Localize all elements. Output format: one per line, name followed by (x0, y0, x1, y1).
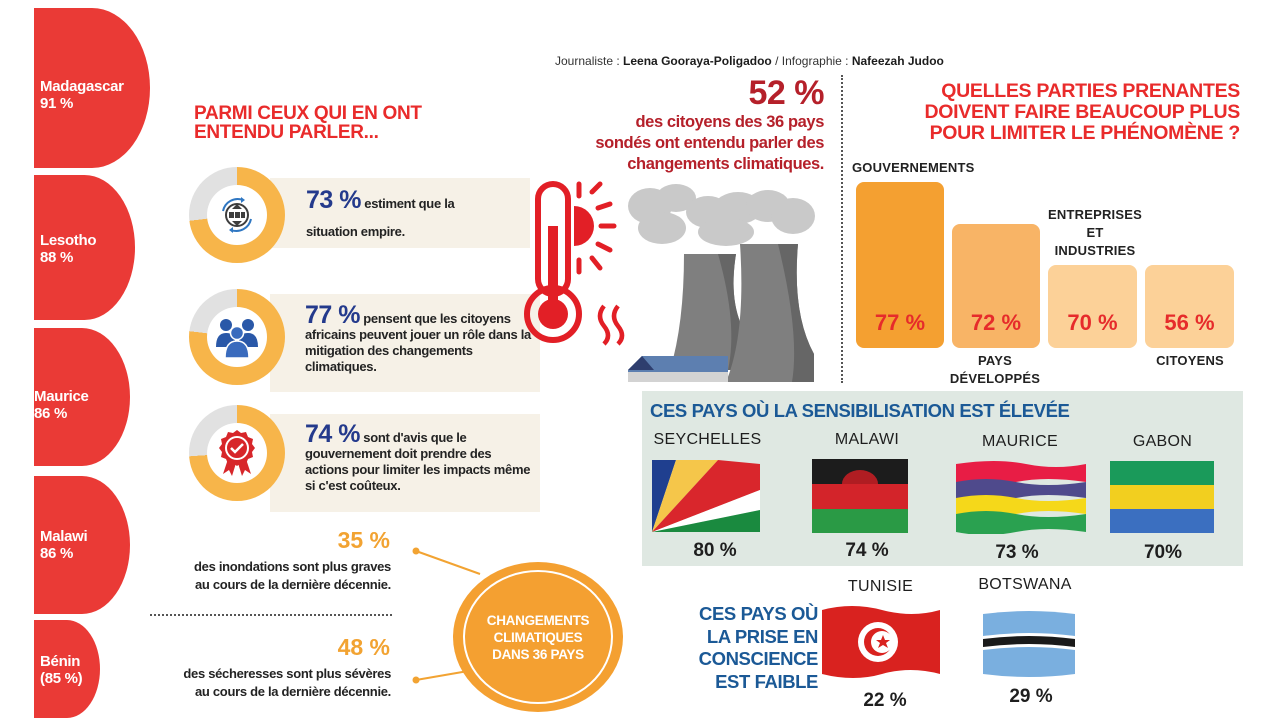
botswana-flag (983, 611, 1075, 677)
tunisia-flag (822, 606, 940, 678)
globe-refresh-icon (222, 197, 252, 233)
country-lobe-benin: Bénin (85 %) (34, 620, 100, 718)
country-lobe-malawi: Malawi 86 % (34, 476, 130, 614)
malawi-flag (812, 459, 908, 533)
credits: Journaliste : Leena Gooraya-Poligadoo / … (555, 54, 944, 68)
country-pct-gabon: 70% (1143, 542, 1183, 563)
mauritius-flag (956, 461, 1086, 534)
country-name: Malawi (40, 528, 88, 545)
vertical-divider (841, 75, 843, 383)
country-value: 86 % (34, 405, 67, 422)
bar-gouvernements: 77 % (856, 182, 944, 348)
stat-band-3 (270, 414, 540, 512)
stat-value: 74 % (305, 420, 360, 448)
country-value: 86 % (40, 545, 73, 562)
infographic-name: Nafeezah Judoo (851, 54, 944, 68)
stat-band-1 (270, 178, 530, 248)
drought-value: 48 % (337, 634, 390, 660)
gabon-flag (1110, 461, 1214, 533)
floods-value: 35 % (337, 527, 390, 553)
country-name-tunisie: TUNISIE (847, 578, 914, 595)
bar-label-citoyens: CITOYENS (1156, 353, 1224, 368)
floods-text: des inondations sont plus graves au cour… (194, 559, 391, 592)
headline-value: 52 % (748, 74, 825, 112)
bar-label-pays-developpes: PAYS DÉVELOPPÉS (949, 353, 1041, 386)
bar-citoyens: 56 % (1145, 265, 1234, 348)
country-name: Maurice (34, 388, 89, 405)
country-name-maurice: MAURICE (982, 433, 1058, 450)
country-lobe-lesotho: Lesotho 88 % (34, 175, 135, 320)
stat-value: 77 % (305, 301, 360, 329)
low-awareness-title: CES PAYS OÙ LA PRISE EN CONSCIENCE EST F… (698, 603, 819, 692)
country-name-gabon: GABON (1132, 433, 1193, 450)
country-pct-tunisie: 22 % (863, 690, 907, 711)
headline-text: des citoyens des 36 pays sondés ont ente… (595, 113, 824, 173)
high-awareness-title: CES PAYS OÙ LA SENSIBILISATION EST ÉLEVÉ… (650, 400, 1070, 421)
country-name-botswana: BOTSWANA (978, 576, 1072, 593)
country-pct-maurice: 73 % (995, 542, 1039, 563)
thermometer-sun-icon (524, 181, 625, 346)
country-pct-botswana: 29 % (1009, 686, 1053, 707)
stat-text-2: 77 % pensent que les citoyens africains … (305, 301, 531, 375)
bar-label-gouvernements: GOUVERNEMENTS (852, 160, 975, 175)
parmi-heading: PARMI CEUX QUI EN ONT ENTENDU PARLER... (194, 103, 422, 143)
seychelles-flag (652, 460, 760, 532)
country-name: Madagascar (40, 78, 124, 95)
country-lobe-maurice: Maurice 86 % (34, 328, 130, 466)
country-pct-malawi: 74 % (845, 540, 889, 561)
country-value: 88 % (40, 249, 73, 266)
country-lobe-madagascar: Madagascar 91 % (34, 8, 150, 168)
country-value: (85 %) (40, 670, 83, 687)
award-ribbon-icon (219, 430, 255, 476)
donut-73 (189, 167, 285, 263)
country-name: Lesotho (40, 232, 97, 249)
drought-text: des sécheresses sont plus sévères au cou… (183, 666, 391, 699)
stat-text-1: 73 % estiment que la situation empire. (306, 186, 455, 239)
people-group-icon (216, 319, 258, 359)
dotted-divider (150, 614, 392, 616)
stakeholders-title: QUELLES PARTIES PRENANTES DOIVENT FAIRE … (924, 80, 1241, 144)
donut-77 (189, 289, 285, 385)
country-pct-seychelles: 80 % (693, 540, 737, 561)
bar-pays-developpes: 72 % (952, 224, 1040, 348)
climate-circle: CHANGEMENTS CLIMATIQUES DANS 36 PAYS (453, 562, 623, 712)
bar-label-entreprises: ENTREPRISES ET INDUSTRIES (1048, 207, 1142, 258)
donut-74 (189, 405, 285, 501)
factory-smoke-icon (628, 184, 815, 382)
stat-band-2 (270, 294, 540, 392)
stat-value: 73 % (306, 186, 361, 214)
country-name-seychelles: SEYCHELLES (653, 431, 762, 448)
country-name-malawi: MALAWI (834, 431, 900, 448)
stat-text-3: 74 % sont d'avis que le gouvernement doi… (305, 420, 531, 494)
journalist-name: Leena Gooraya-Poligadoo (623, 54, 772, 68)
country-value: 91 % (40, 95, 73, 112)
country-name: Bénin (40, 653, 81, 670)
bar-entreprises: 70 % (1048, 265, 1137, 348)
